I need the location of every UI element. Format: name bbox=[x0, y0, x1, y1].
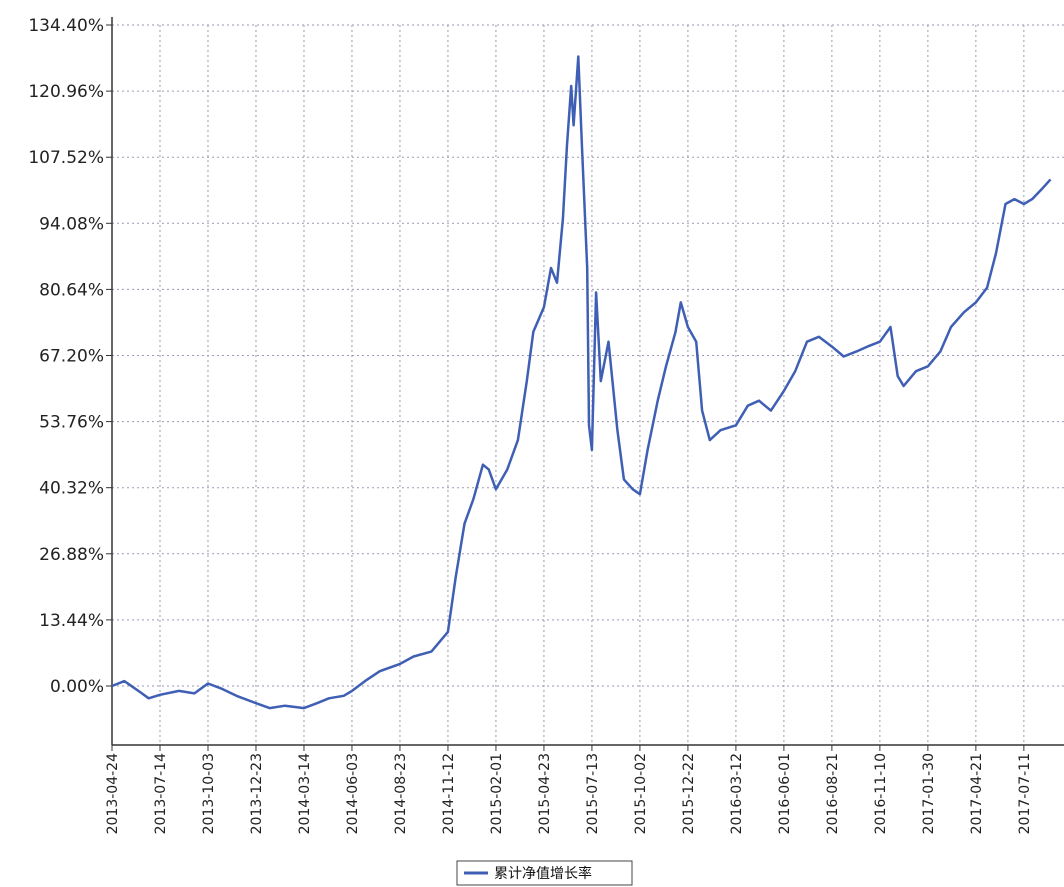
x-tick-label: 2015-04-23 bbox=[537, 753, 553, 834]
x-tick-label: 2017-07-11 bbox=[1017, 753, 1033, 834]
x-tick-label: 2016-08-21 bbox=[825, 753, 841, 834]
x-tick-label: 2017-04-21 bbox=[969, 753, 985, 834]
x-tick-label: 2015-10-02 bbox=[633, 753, 649, 834]
y-tick-label: 67.20% bbox=[39, 346, 104, 366]
x-tick-label: 2013-10-03 bbox=[201, 753, 217, 834]
x-tick-label: 2016-06-01 bbox=[777, 753, 793, 834]
y-axis: 134.40% 120.96% 107.52% 94.08% 80.64% 67.20% 5… bbox=[28, 16, 113, 745]
x-tick-label: 2014-08-23 bbox=[393, 753, 409, 834]
y-tick-label: 13.44% bbox=[39, 611, 104, 631]
y-tick-label: 120.96% bbox=[28, 82, 104, 102]
x-tick-label: 2013-04-24 bbox=[105, 753, 121, 834]
x-tick-label: 2015-02-01 bbox=[489, 753, 505, 834]
y-tick-label: 0.00% bbox=[50, 677, 104, 697]
y-tick-label: 94.08% bbox=[39, 214, 104, 234]
y-tick-label: 107.52% bbox=[28, 148, 104, 168]
x-tick-label: 2017-01-30 bbox=[921, 753, 937, 834]
x-tick-label: 2013-12-23 bbox=[249, 753, 265, 834]
x-tick-label: 2015-07-13 bbox=[585, 753, 601, 834]
x-tick-label: 2014-11-12 bbox=[441, 753, 457, 834]
y-tick-label: 80.64% bbox=[39, 280, 104, 300]
y-tick-label: 53.76% bbox=[39, 413, 104, 433]
x-tick-label: 2015-12-22 bbox=[681, 753, 697, 834]
y-tick-label: 40.32% bbox=[39, 479, 104, 499]
y-tick-label: 134.40% bbox=[28, 16, 104, 36]
series-line bbox=[111, 55, 1052, 710]
legend: 累计净值增长率 bbox=[456, 860, 633, 886]
x-tick-label: 2016-03-12 bbox=[729, 753, 745, 834]
x-tick-label: 2014-03-14 bbox=[297, 753, 313, 834]
x-tick-label: 2013-07-14 bbox=[153, 753, 169, 834]
x-tick-label: 2014-06-03 bbox=[345, 753, 361, 834]
series-layer bbox=[111, 55, 1052, 710]
x-tick-label: 2016-11-10 bbox=[873, 753, 889, 834]
legend-label: 累计净值增长率 bbox=[494, 865, 592, 882]
y-tick-label: 26.88% bbox=[39, 545, 104, 565]
x-axis: 2013-04-24 2013-07-14 2013-10-03 2013-12-23… bbox=[105, 744, 1064, 834]
